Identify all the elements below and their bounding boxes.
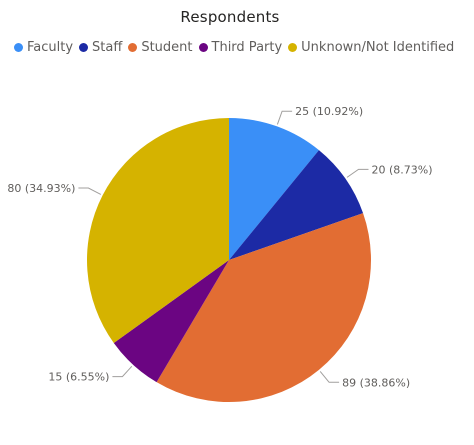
legend-label: Unknown/Not Identified (301, 39, 455, 55)
legend-item[interactable]: Student (128, 39, 193, 55)
leader-line (346, 168, 369, 178)
legend-item[interactable]: Third Party (198, 39, 283, 55)
legend-label: Student (141, 39, 193, 55)
legend-marker (79, 42, 89, 52)
data-label: 15 (6.55%) (48, 371, 109, 384)
legend: Faculty Staff Student Third Party Unknown/No… (14, 38, 460, 56)
leader-lines (78, 110, 369, 383)
legend-label: Staff (92, 39, 123, 55)
pie-slice[interactable] (229, 150, 364, 260)
data-label: 80 (34.93%) (7, 182, 75, 195)
pie-slice[interactable] (87, 118, 229, 343)
leader-line (112, 365, 133, 378)
legend-label: Third Party (211, 39, 283, 55)
data-label: 89 (38.86%) (342, 376, 410, 389)
leader-line (319, 371, 340, 383)
legend-item[interactable]: Staff (79, 40, 122, 55)
pie-slice[interactable] (156, 213, 371, 402)
legend-marker (288, 42, 298, 52)
legend-label: Faculty (27, 39, 74, 55)
leader-line (78, 187, 102, 195)
leader-line (276, 110, 293, 125)
legend-marker (128, 42, 138, 52)
legend-item[interactable]: Faculty (14, 40, 73, 55)
data-label: 20 (8.73%) (372, 163, 433, 176)
chart-title: Respondents (180, 8, 280, 26)
legend-marker (198, 42, 208, 52)
legend-marker (14, 42, 23, 52)
pie-slices (87, 118, 371, 402)
pie-slice[interactable] (113, 260, 229, 383)
data-labels: 25 (10.92%) 20 (8.73%) 89 (38.86%) 15 (6.55… (7, 105, 432, 389)
pie-slice[interactable] (229, 118, 319, 260)
legend-item[interactable]: Unknown/Not Identified (288, 40, 454, 55)
data-label: 25 (10.92%) (295, 105, 363, 118)
